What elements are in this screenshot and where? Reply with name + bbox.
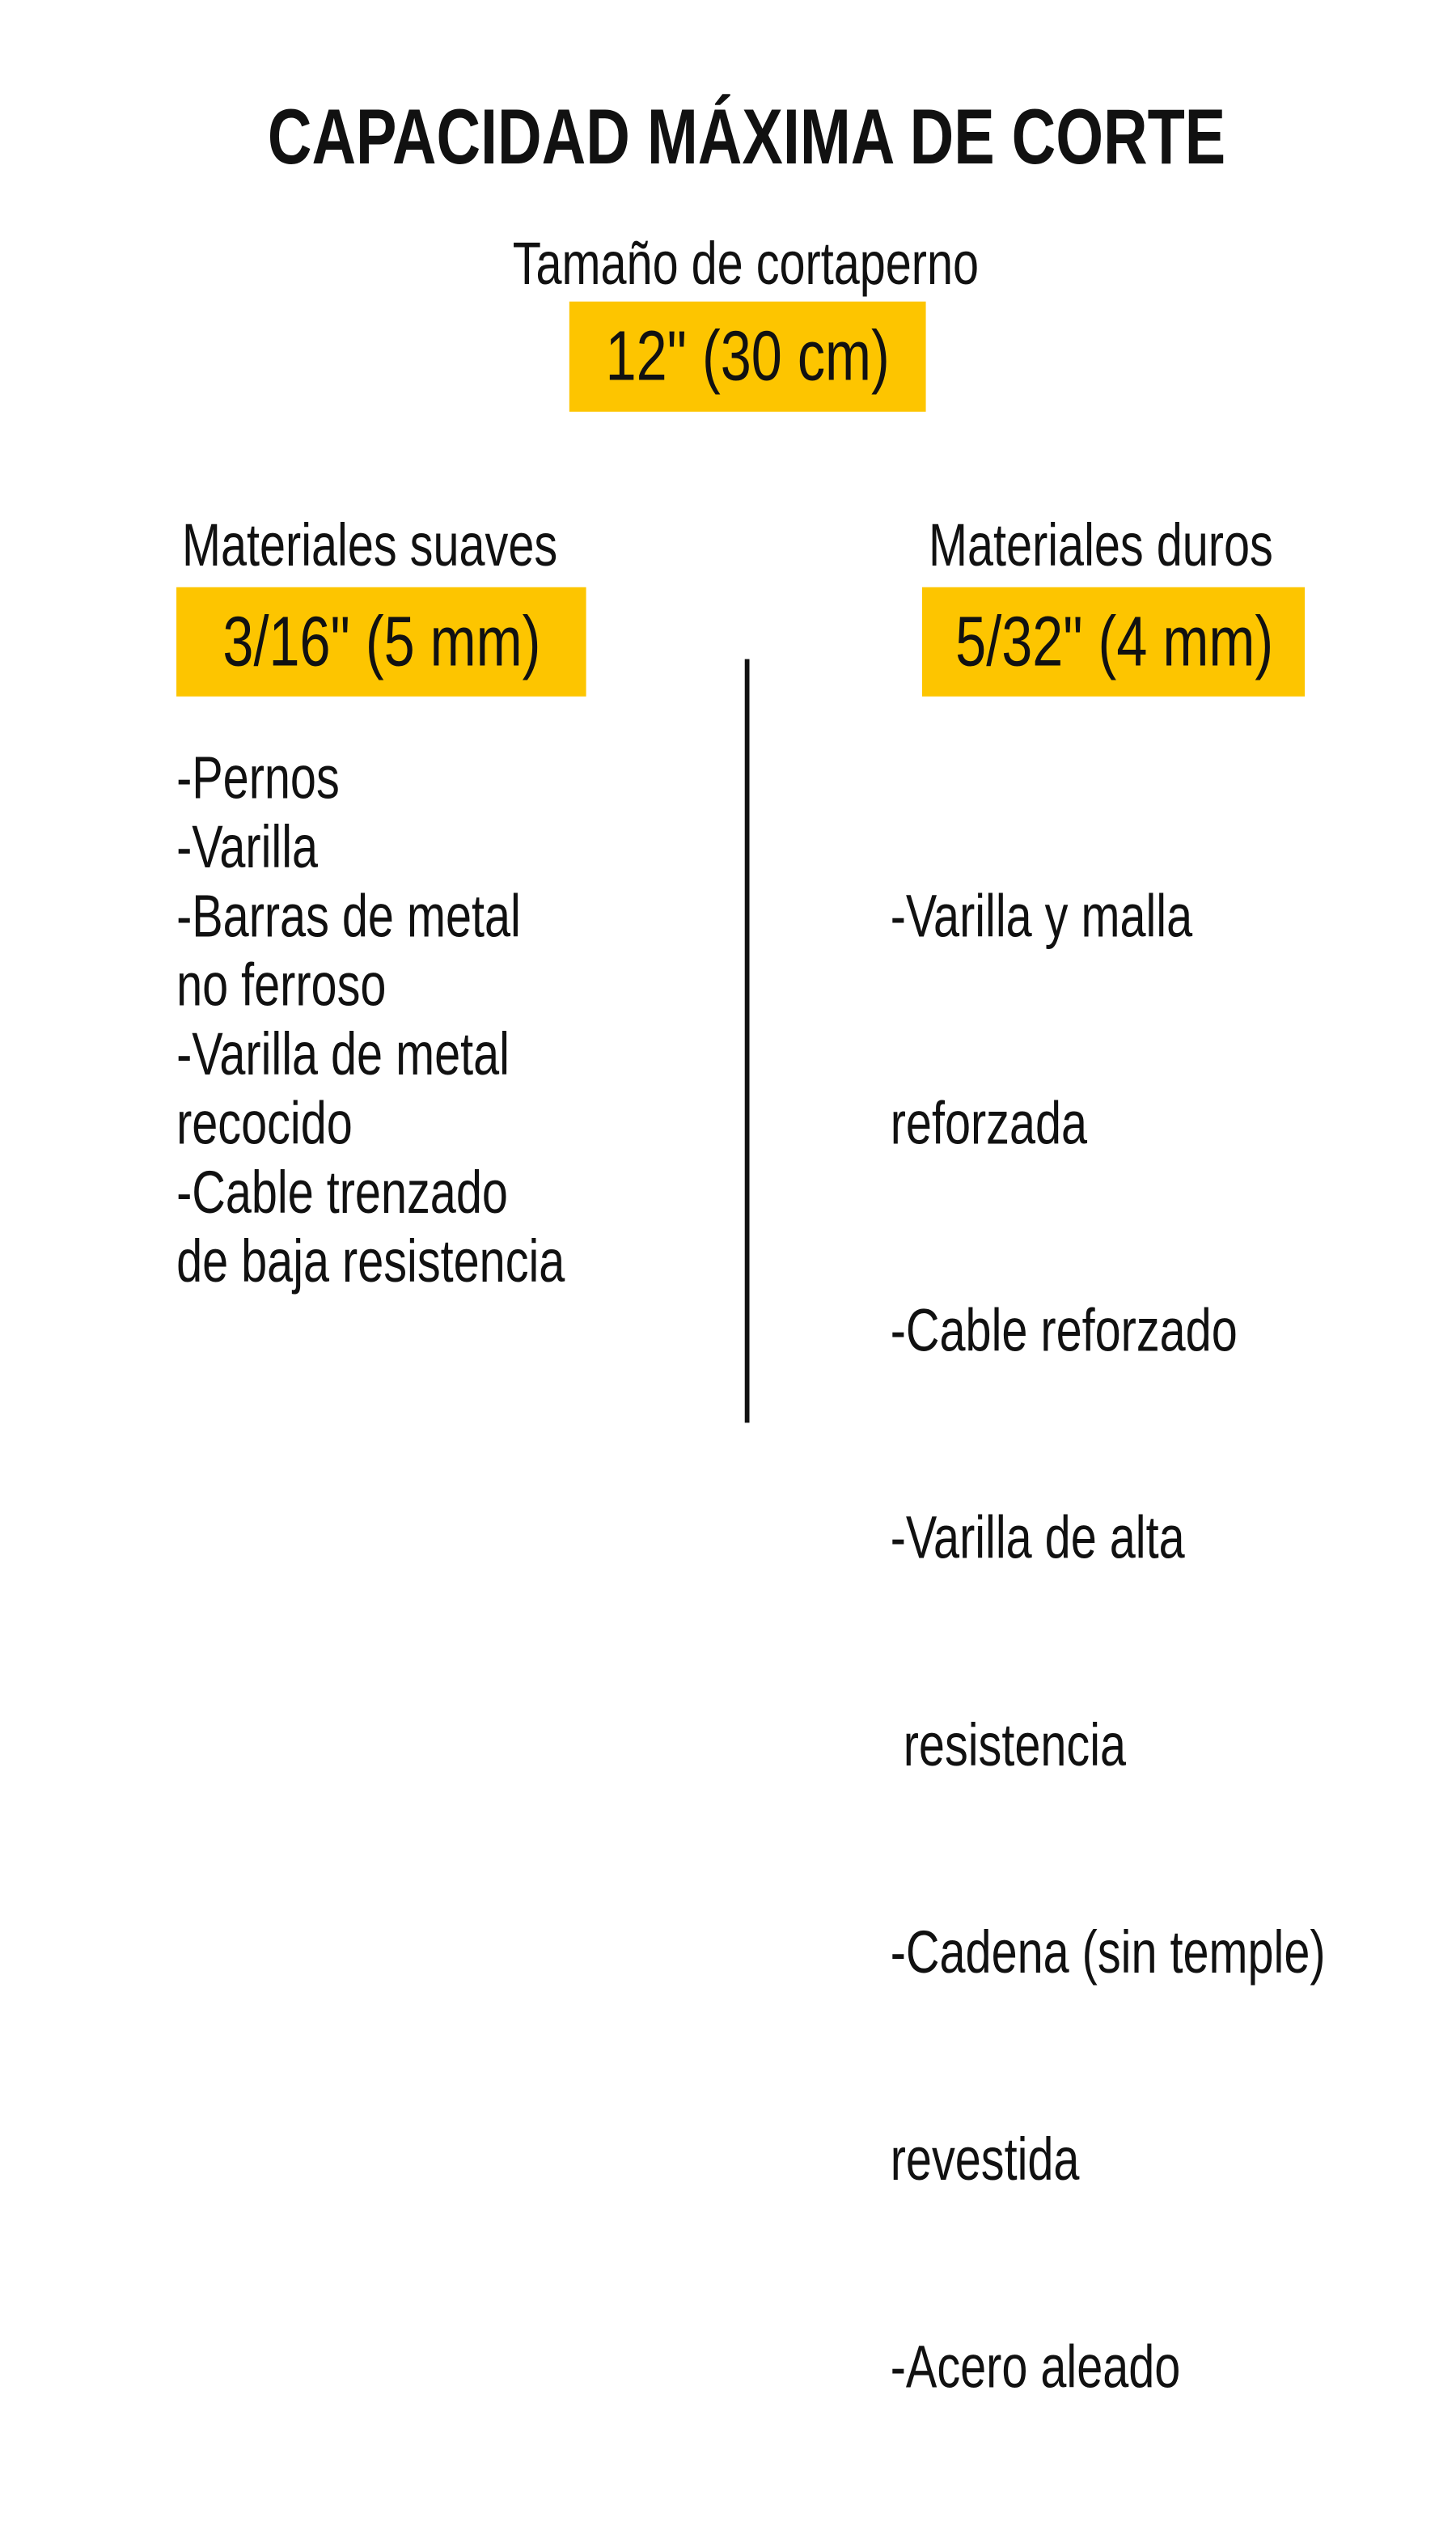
soft-value-box: [176, 587, 586, 697]
hard-materials-label: Materiales duros: [929, 511, 1273, 579]
size-label: Tamaño de cortaperno: [512, 229, 980, 297]
list-item: -Varilla: [176, 812, 319, 881]
soft-materials-label: Materiales suaves: [181, 511, 558, 579]
soft-materials-list: -Pernos -Varilla -Barras de metal no fer…: [176, 743, 565, 1295]
hard-materials-list: -Varilla y malla reforzada -Cable reforz…: [891, 743, 1326, 2539]
list-item: -Cadena (sin temple): [890, 1918, 1326, 1986]
list-item: revestida: [890, 2126, 1080, 2194]
size-value: 12" (30 cm): [605, 316, 890, 396]
list-item: -Varilla y malla: [890, 882, 1193, 950]
soft-value: 3/16" (5 mm): [222, 602, 541, 682]
list-item: -Varilla de metal: [176, 1020, 510, 1088]
column-divider: [744, 659, 750, 1423]
hard-value-box: [921, 587, 1306, 697]
list-item: -Barras de metal: [176, 882, 521, 950]
size-value-box: [569, 301, 926, 412]
list-item: -Pernos: [176, 744, 340, 812]
list-item: reforzada: [890, 1089, 1088, 1157]
hard-value: 5/32" (4 mm): [955, 602, 1274, 682]
list-item: no ferroso: [176, 951, 387, 1019]
list-item: -Cable trenzado: [176, 1158, 508, 1226]
page-title: CAPACIDAD MÁXIMA DE CORTE: [267, 92, 1226, 180]
list-item: -Acero aleado: [890, 2333, 1181, 2401]
cutting-capacity-infographic: CAPACIDAD MÁXIMA DE CORTE Tamaño de cort…: [176, 92, 1326, 2401]
list-item: resistencia: [890, 1710, 1127, 1778]
list-item: -Cable reforzado: [890, 1296, 1238, 1364]
list-item: -Varilla de alta: [890, 1503, 1185, 1571]
list-item: recocido: [176, 1089, 353, 1157]
list-item: de baja resistencia: [176, 1227, 565, 1295]
